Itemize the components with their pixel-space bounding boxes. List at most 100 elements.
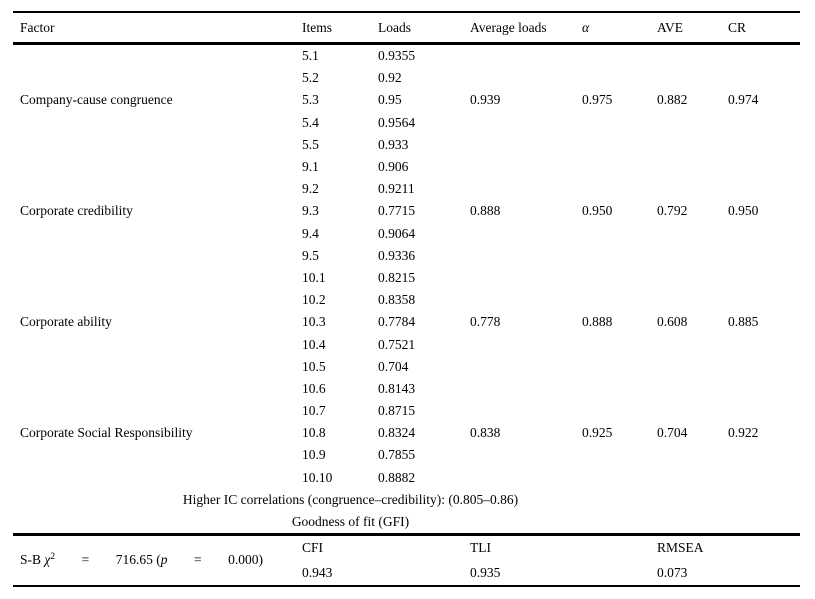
col-header-average-loads: Average loads (470, 19, 547, 35)
table-row: 10.6 0.8143 (13, 378, 800, 400)
item-cell: 10.9 (302, 447, 326, 463)
table-row: 5.4 0.9564 (13, 112, 800, 134)
table-row: Corporate Social Responsibility 10.8 0.8… (13, 422, 800, 444)
table-row: 9.1 0.906 (13, 156, 800, 178)
table-row: 10.7 0.8715 (13, 400, 800, 422)
load-cell: 0.7715 (378, 203, 416, 219)
item-cell: 10.2 (302, 292, 326, 308)
average-loads-cell: 0.778 (470, 314, 501, 330)
sb-chi-square-label: S-B χ2 (20, 552, 56, 568)
item-cell: 9.4 (302, 225, 319, 241)
load-cell: 0.7784 (378, 314, 416, 330)
load-cell: 0.92 (378, 70, 402, 86)
ic-correlations-note: Higher IC correlations (congruence–credi… (182, 491, 519, 507)
cr-cell: 0.885 (728, 314, 759, 330)
item-cell: 10.8 (302, 425, 326, 441)
alpha-cell: 0.950 (582, 203, 613, 219)
cr-cell: 0.950 (728, 203, 759, 219)
chi-square-value: 716.65 (p (115, 552, 168, 568)
load-cell: 0.8215 (378, 269, 416, 285)
alpha-cell: 0.925 (582, 425, 613, 441)
load-cell: 0.8358 (378, 292, 416, 308)
equals-sign: = (193, 552, 202, 568)
cfi-label: CFI (302, 540, 324, 555)
equals-sign: = (81, 552, 90, 568)
item-cell: 5.5 (302, 136, 319, 152)
load-cell: 0.9211 (378, 181, 415, 197)
load-cell: 0.8324 (378, 425, 416, 441)
cr-cell: 0.922 (728, 425, 759, 441)
average-loads-cell: 0.838 (470, 425, 501, 441)
item-cell: 5.4 (302, 114, 319, 130)
factor-name: Corporate ability (20, 314, 112, 330)
col-header-loads: Loads (378, 19, 411, 35)
table-row: 10.10 0.8882 (13, 467, 800, 489)
load-cell: 0.7855 (378, 447, 416, 463)
item-cell: 5.2 (302, 70, 319, 86)
load-cell: 0.9336 (378, 247, 416, 263)
item-cell: 9.2 (302, 181, 319, 197)
table-row: 5.2 0.92 (13, 67, 800, 89)
table-row: 9.2 0.9211 (13, 178, 800, 200)
item-cell: 9.1 (302, 159, 319, 175)
table-row: 10.1 0.8215 (13, 267, 800, 289)
ave-cell: 0.792 (657, 203, 688, 219)
table-header-row: Factor Items Loads Average loads α AVE C… (13, 13, 800, 42)
col-header-cr: CR (728, 19, 747, 35)
factor-analysis-table: Factor Items Loads Average loads α AVE C… (13, 11, 800, 587)
load-cell: 0.8882 (378, 469, 416, 485)
table-row: 10.9 0.7855 (13, 444, 800, 466)
alpha-cell: 0.888 (582, 314, 613, 330)
table-row: 10.5 0.704 (13, 356, 800, 378)
item-cell: 10.3 (302, 314, 326, 330)
p-value: 0.000) (228, 552, 263, 568)
ave-cell: 0.608 (657, 314, 688, 330)
item-cell: 10.1 (302, 269, 326, 285)
item-cell: 10.7 (302, 403, 326, 419)
load-cell: 0.704 (378, 358, 409, 374)
load-cell: 0.8143 (378, 380, 416, 396)
cr-cell: 0.974 (728, 92, 759, 108)
average-loads-cell: 0.939 (470, 92, 501, 108)
factor-name: Corporate credibility (20, 203, 133, 219)
item-cell: 10.4 (302, 336, 326, 352)
col-header-factor: Factor (20, 19, 55, 35)
item-cell: 5.3 (302, 92, 319, 108)
item-cell: 10.6 (302, 380, 326, 396)
table-row: 10.4 0.7521 (13, 333, 800, 355)
col-header-alpha: α (582, 19, 590, 35)
table-row: Corporate ability 10.3 0.7784 0.778 0.88… (13, 311, 800, 333)
ave-cell: 0.882 (657, 92, 688, 108)
load-cell: 0.9564 (378, 114, 416, 130)
alpha-cell: 0.975 (582, 92, 613, 108)
table-row: 5.5 0.933 (13, 134, 800, 156)
load-cell: 0.95 (378, 92, 402, 108)
col-header-items: Items (302, 19, 332, 35)
item-cell: 9.5 (302, 247, 319, 263)
fit-statistics-section: S-B χ2 = 716.65 (p = 0.000) CFI TLI RMSE… (13, 536, 800, 585)
load-cell: 0.8715 (378, 403, 416, 419)
fit-section-divider (13, 532, 800, 536)
ave-cell: 0.704 (657, 425, 688, 441)
goodness-of-fit-note: Goodness of fit (GFI) (291, 513, 410, 529)
sb-chi-square-statistic: S-B χ2 = 716.65 (p = 0.000) (13, 536, 302, 585)
tli-label: TLI (470, 540, 491, 555)
table-row: 10.2 0.8358 (13, 289, 800, 311)
item-cell: 10.5 (302, 358, 326, 374)
load-cell: 0.933 (378, 136, 409, 152)
p-symbol: p (160, 552, 168, 568)
item-cell: 5.1 (302, 48, 319, 64)
factor-name: Corporate Social Responsibility (20, 425, 193, 441)
table-row: Company-cause congruence 5.3 0.95 0.939 … (13, 89, 800, 111)
table-row: Corporate credibility 9.3 0.7715 0.888 0… (13, 200, 800, 222)
rmsea-value: 0.073 (657, 564, 688, 580)
factor-name: Company-cause congruence (20, 92, 173, 108)
cfi-value: 0.943 (302, 564, 333, 580)
load-cell: 0.7521 (378, 336, 416, 352)
load-cell: 0.906 (378, 159, 409, 175)
rmsea-label: RMSEA (657, 540, 704, 555)
average-loads-cell: 0.888 (470, 203, 501, 219)
item-cell: 10.10 (302, 469, 333, 485)
load-cell: 0.9064 (378, 225, 416, 241)
load-cell: 0.9355 (378, 48, 416, 64)
